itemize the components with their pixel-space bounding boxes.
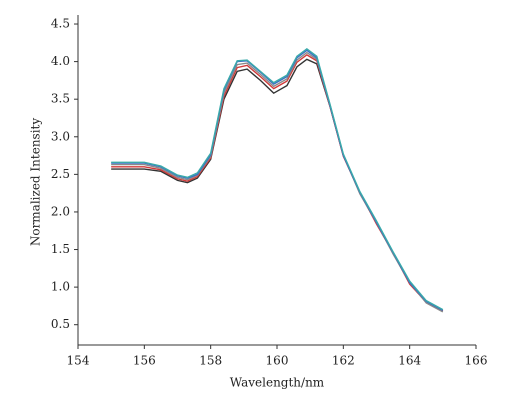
series-line xyxy=(111,53,444,312)
y-tick-label: 2.0 xyxy=(51,204,70,218)
x-tick-label: 154 xyxy=(67,354,90,368)
x-axis-label: Wavelength/nm xyxy=(230,376,325,390)
y-tick-label: 1.0 xyxy=(51,280,70,294)
series-line xyxy=(111,58,444,312)
y-tick-label: 4.0 xyxy=(51,54,70,68)
x-tick-label: 164 xyxy=(398,354,421,368)
x-tick-label: 166 xyxy=(465,354,488,368)
y-tick-label: 2.5 xyxy=(51,167,70,181)
series-line xyxy=(111,47,444,311)
y-axis-label: Normalized Intensity xyxy=(29,118,43,247)
y-tick-label: 0.5 xyxy=(51,317,70,331)
series-line xyxy=(111,49,444,312)
x-tick-label: 156 xyxy=(133,354,156,368)
y-tick-label: 3.5 xyxy=(51,92,70,106)
x-tick-label: 158 xyxy=(199,354,222,368)
x-tick-label: 162 xyxy=(332,354,355,368)
y-tick-label: 1.5 xyxy=(51,242,70,256)
y-tick-label: 3.0 xyxy=(51,129,70,143)
y-tick-label: 4.5 xyxy=(51,17,70,31)
x-tick-label: 160 xyxy=(266,354,289,368)
